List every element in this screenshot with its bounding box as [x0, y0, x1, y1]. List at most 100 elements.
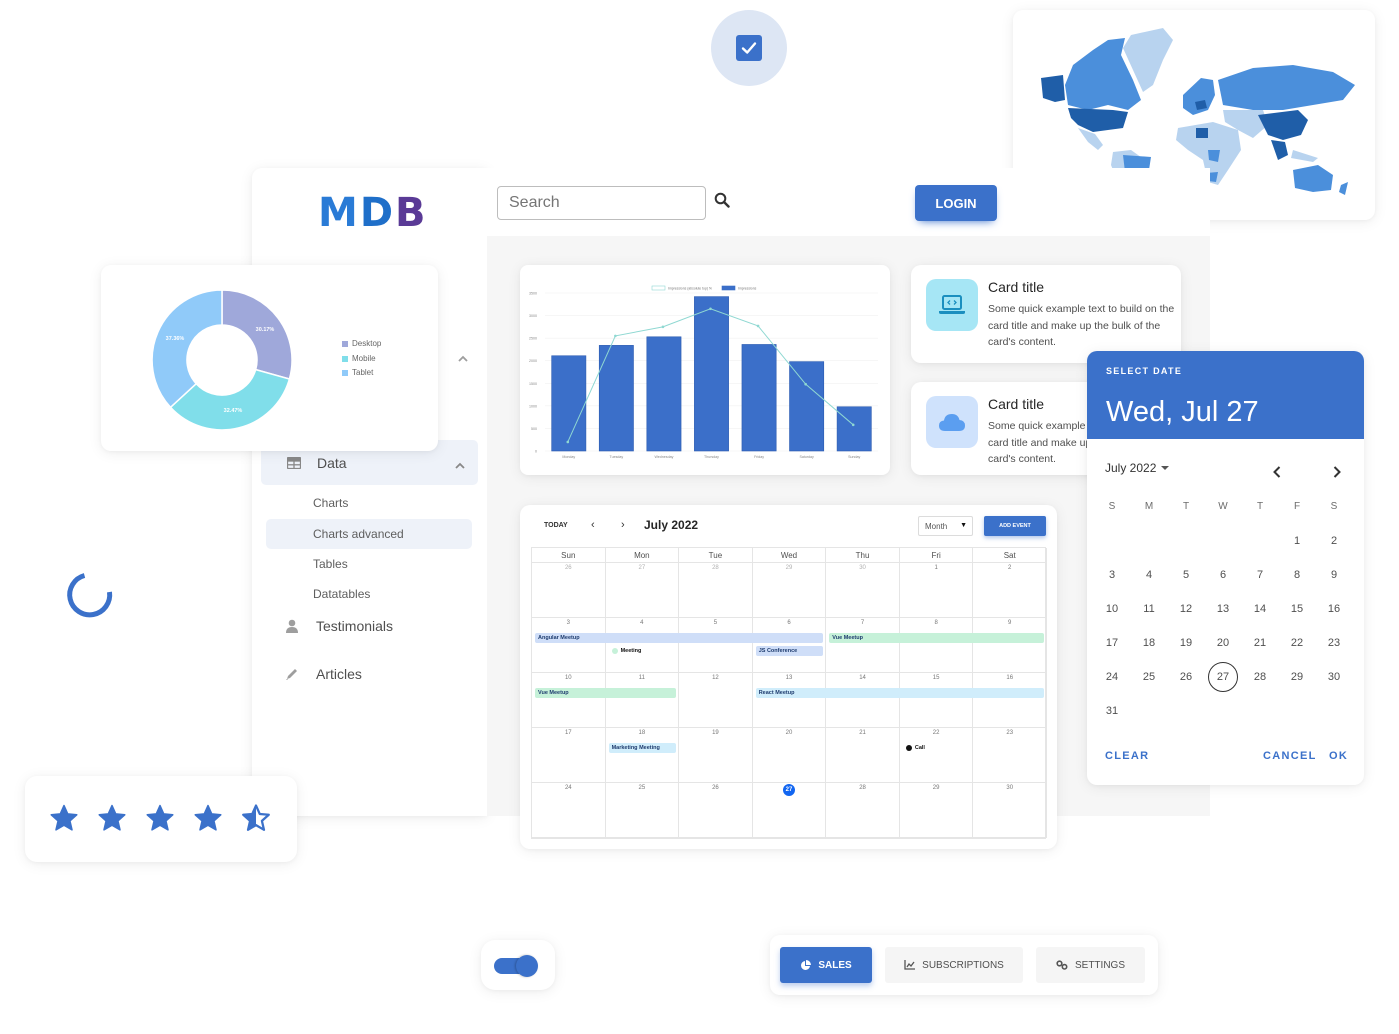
calendar-event[interactable]: Call [903, 743, 971, 753]
datepicker-day[interactable]: 3 [1108, 569, 1116, 581]
today-button[interactable]: TODAY [544, 522, 568, 529]
next-month-button[interactable] [1333, 465, 1341, 483]
legend-tablet[interactable]: Tablet [342, 368, 373, 377]
datepicker-day[interactable]: 11 [1143, 603, 1155, 615]
sidebar-subitem-charts-advanced[interactable]: Charts advanced [266, 519, 472, 549]
add-event-button[interactable]: ADD EVENT [984, 516, 1046, 536]
calendar-day-cell[interactable]: 25 [605, 783, 680, 838]
calendar-day-cell[interactable]: 12 [679, 673, 753, 728]
calendar-day-cell[interactable]: 22 [899, 728, 974, 783]
chevron-up-icon[interactable] [457, 352, 469, 366]
sidebar-subitem-tables[interactable]: Tables [266, 549, 472, 579]
calendar-day-cell[interactable]: 26 [679, 783, 753, 838]
datepicker-day[interactable]: 27 [1208, 662, 1238, 692]
calendar-day-cell[interactable]: 29 [752, 563, 827, 618]
calendar-day-cell[interactable]: 18 [605, 728, 680, 783]
datepicker-day[interactable]: 21 [1253, 637, 1267, 649]
calendar-day-cell[interactable]: 28 [826, 783, 900, 838]
prev-month-button[interactable] [1273, 465, 1281, 483]
star-full-icon[interactable] [97, 804, 127, 832]
ok-button[interactable]: OK [1329, 750, 1349, 762]
datepicker-day[interactable]: 20 [1216, 637, 1230, 649]
calendar-day-cell[interactable]: 29 [899, 783, 974, 838]
datepicker-day[interactable]: 12 [1179, 603, 1193, 615]
logo[interactable]: MDB [318, 190, 428, 236]
calendar-day-cell[interactable]: 3 [532, 618, 606, 673]
calendar-day-cell[interactable]: 7 [826, 618, 900, 673]
calendar-day-cell[interactable]: 8 [899, 618, 974, 673]
calendar-day-cell[interactable]: 27 [752, 783, 827, 838]
toggle-switch[interactable] [494, 955, 540, 977]
calendar-day-cell[interactable]: 4 [605, 618, 680, 673]
tab-settings[interactable]: SETTINGS [1036, 947, 1145, 983]
calendar-event[interactable]: Marketing Meeting [608, 743, 677, 753]
datepicker-day[interactable]: 31 [1105, 705, 1119, 717]
checkbox-checked[interactable] [736, 35, 762, 61]
datepicker-day[interactable]: 13 [1216, 603, 1230, 615]
calendar-day-cell[interactable]: 6 [752, 618, 827, 673]
calendar-day-cell[interactable]: 14 [826, 673, 900, 728]
clear-button[interactable]: CLEAR [1105, 750, 1150, 762]
datepicker-day[interactable]: 30 [1327, 671, 1341, 683]
sidebar-item-articles[interactable]: Articles [285, 662, 362, 686]
calendar-event[interactable]: JS Conference [755, 646, 824, 656]
legend-desktop[interactable]: Desktop [342, 339, 381, 348]
calendar-day-cell[interactable]: 21 [826, 728, 900, 783]
search-button[interactable] [714, 192, 734, 214]
datepicker-day[interactable]: 18 [1142, 637, 1156, 649]
star-half-icon[interactable] [241, 804, 271, 832]
star-full-icon[interactable] [49, 804, 79, 832]
calendar-day-cell[interactable]: 11 [605, 673, 680, 728]
datepicker-day[interactable]: 22 [1290, 637, 1304, 649]
calendar-day-cell[interactable]: 10 [532, 673, 606, 728]
datepicker-day[interactable]: 1 [1293, 535, 1301, 547]
calendar-day-cell[interactable]: 5 [679, 618, 753, 673]
prev-month-button[interactable]: ‹ [591, 519, 595, 531]
calendar-day-cell[interactable]: 17 [532, 728, 606, 783]
calendar-day-cell[interactable]: 2 [973, 563, 1047, 618]
datepicker-day[interactable]: 16 [1327, 603, 1341, 615]
calendar-day-cell[interactable]: 13 [752, 673, 827, 728]
tab-subscriptions[interactable]: SUBSCRIPTIONS [885, 947, 1023, 983]
datepicker-day[interactable]: 2 [1330, 535, 1338, 547]
datepicker-day[interactable]: 6 [1219, 569, 1227, 581]
datepicker-day[interactable]: 25 [1142, 671, 1156, 683]
calendar-day-cell[interactable]: 23 [973, 728, 1047, 783]
view-select[interactable]: Month ▼ [918, 516, 973, 536]
login-button[interactable]: LOGIN [915, 185, 997, 221]
calendar-day-cell[interactable]: 20 [752, 728, 827, 783]
calendar-day-cell[interactable]: 1 [899, 563, 974, 618]
calendar-day-cell[interactable]: 27 [605, 563, 680, 618]
calendar-day-cell[interactable]: 30 [826, 563, 900, 618]
next-month-button[interactable]: › [621, 519, 625, 531]
datepicker-day[interactable]: 17 [1105, 637, 1119, 649]
star-full-icon[interactable] [145, 804, 175, 832]
datepicker-day[interactable]: 23 [1327, 637, 1341, 649]
datepicker-day[interactable]: 28 [1253, 671, 1267, 683]
calendar-event[interactable]: Angular Meetup [535, 633, 824, 643]
calendar-day-cell[interactable]: 19 [679, 728, 753, 783]
cancel-button[interactable]: CANCEL [1263, 750, 1317, 762]
calendar-day-cell[interactable]: 28 [679, 563, 753, 618]
search-input[interactable] [497, 186, 706, 220]
datepicker-day[interactable]: 14 [1253, 603, 1267, 615]
datepicker-day[interactable]: 10 [1105, 603, 1119, 615]
calendar-day-cell[interactable]: 16 [973, 673, 1047, 728]
calendar-event[interactable]: Meeting [609, 646, 677, 656]
datepicker-day[interactable]: 7 [1256, 569, 1264, 581]
star-full-icon[interactable] [193, 804, 223, 832]
datepicker-day[interactable]: 9 [1330, 569, 1338, 581]
calendar-event[interactable]: React Meetup [755, 688, 1044, 698]
calendar-day-cell[interactable]: 30 [973, 783, 1047, 838]
datepicker-day[interactable]: 19 [1179, 637, 1193, 649]
datepicker-day[interactable]: 26 [1179, 671, 1193, 683]
calendar-day-cell[interactable]: 9 [973, 618, 1047, 673]
star-rating[interactable] [49, 804, 271, 832]
datepicker-day[interactable]: 8 [1293, 569, 1301, 581]
calendar-day-cell[interactable]: 26 [532, 563, 606, 618]
datepicker-day[interactable]: 15 [1290, 603, 1304, 615]
calendar-day-cell[interactable]: 15 [899, 673, 974, 728]
datepicker-day[interactable]: 24 [1105, 671, 1119, 683]
calendar-event[interactable]: Vue Meetup [829, 633, 1044, 643]
calendar-event[interactable]: Vue Meetup [535, 688, 677, 698]
